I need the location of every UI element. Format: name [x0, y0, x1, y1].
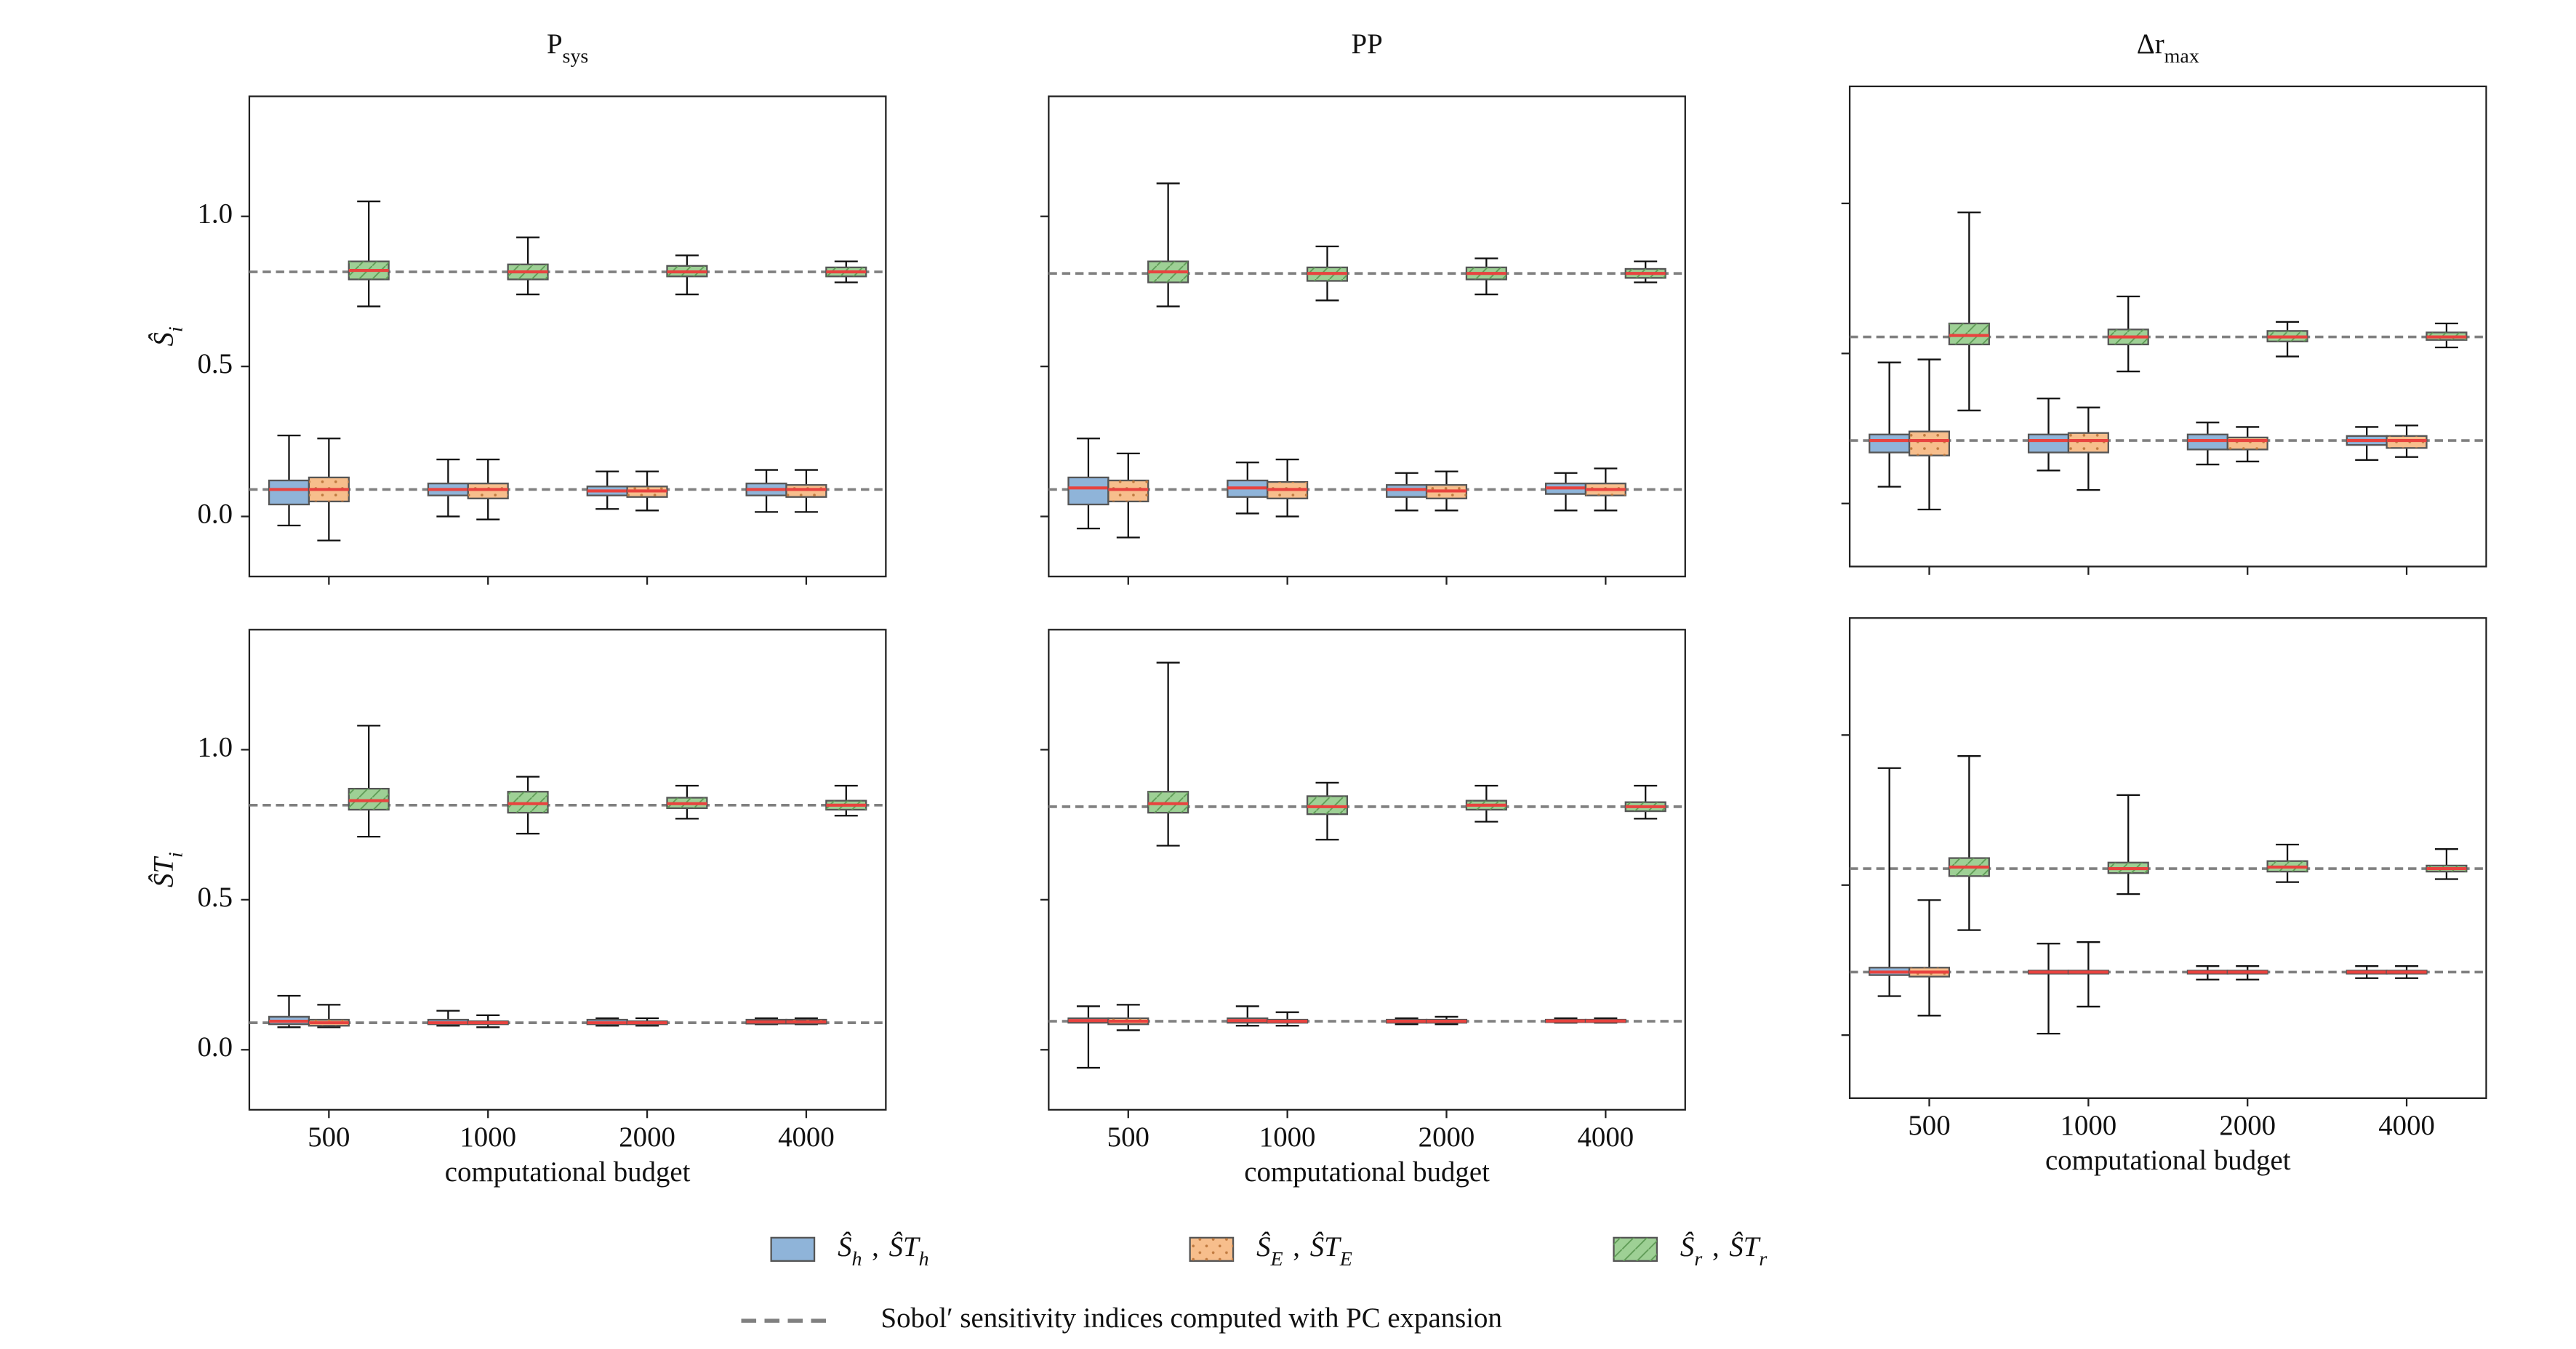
box-hatch [2068, 432, 2108, 453]
box-hatch [1148, 792, 1189, 813]
legend-label-sub: h [919, 1248, 929, 1271]
legend-label: Ŝr, ŜTr [1680, 1231, 1767, 1271]
panel-title: Psys [547, 28, 588, 68]
x-axis-label: computational budget [2045, 1145, 2291, 1176]
box-hatch [468, 483, 508, 499]
box-hatch [1909, 431, 1949, 456]
box [2027, 433, 2070, 454]
x-tick-label: 1000 [1259, 1122, 1316, 1153]
legend-label-sub: E [1269, 1248, 1283, 1271]
plot-frame [1848, 617, 2487, 1099]
y-tick-label: 0.5 [198, 348, 233, 379]
legend-label-sub: E [1339, 1248, 1352, 1271]
plot-frame [248, 629, 887, 1111]
y-axis-label-sub: i [165, 852, 188, 858]
x-tick-label: 4000 [2378, 1110, 2435, 1141]
y-tick-label: 0.0 [198, 1031, 233, 1063]
box-hatch [1307, 796, 1347, 815]
panel-title-sub: max [2164, 45, 2199, 68]
x-tick-label: 500 [1107, 1122, 1149, 1153]
y-tick-label: 0.5 [198, 882, 233, 913]
legend-label-sub: h [851, 1248, 862, 1271]
x-tick-label: 4000 [1578, 1122, 1634, 1153]
box [2186, 433, 2228, 451]
panel-title-part: P [547, 28, 563, 60]
plot-frame [1048, 95, 1686, 578]
y-tick-label: 0.0 [198, 498, 233, 529]
box-hatch [507, 792, 548, 813]
y-axis-label-part: ŜT [148, 856, 180, 887]
panel-title: PP [1351, 28, 1382, 60]
x-tick-label: 500 [1908, 1110, 1950, 1141]
panel-title-part: PP [1351, 28, 1382, 60]
legend-swatch-hatch [1189, 1237, 1234, 1261]
x-tick-label: 2000 [1419, 1122, 1475, 1153]
legend-label-part: ŜT [1729, 1231, 1760, 1263]
box-hatch [2386, 435, 2427, 448]
x-axis-label: computational budget [445, 1156, 691, 1188]
legend-label: ŜE, ŜTE [1256, 1231, 1352, 1271]
plot-frame [248, 95, 887, 578]
legend-label-part: Ŝ [1680, 1231, 1694, 1263]
legend-label-part: ŜT [889, 1231, 920, 1263]
box [1067, 476, 1110, 506]
y-tick-label: 1.0 [198, 731, 233, 762]
box [268, 479, 310, 506]
y-axis-label: ŜTi [148, 852, 188, 887]
plot-frame [1048, 629, 1686, 1111]
legend-label-part: Ŝ [1256, 1231, 1270, 1263]
x-tick-label: 2000 [2219, 1110, 2276, 1141]
box-hatch [1949, 323, 1989, 345]
legend-label-part: ŜT [1310, 1231, 1341, 1263]
plot-frame [1848, 85, 2487, 568]
box [1869, 433, 1911, 454]
y-axis-label: Ŝi [148, 326, 188, 346]
box-hatch [786, 485, 827, 497]
legend-swatch [770, 1236, 816, 1262]
panel-title: Δrmax [2137, 28, 2199, 68]
x-tick-label: 1000 [2061, 1110, 2117, 1141]
legend-label-sub: r [1694, 1248, 1702, 1271]
legend-label: Ŝh, ŜTh [838, 1231, 929, 1271]
legend-label-part: Ŝ [838, 1231, 851, 1263]
legend-reference-label: Sobol′ sensitivity indices computed with… [881, 1302, 1502, 1334]
x-tick-label: 1000 [460, 1122, 516, 1153]
legend-label-part: , [872, 1231, 879, 1263]
panel-title-part: Δr [2137, 28, 2164, 60]
x-tick-label: 500 [308, 1122, 350, 1153]
box [1386, 484, 1428, 498]
panel-title-sub: sys [563, 45, 589, 68]
legend-label-sub: r [1759, 1248, 1767, 1271]
legend-label-part: , [1293, 1231, 1300, 1263]
y-tick-label: 1.0 [198, 198, 233, 230]
y-axis-label-part: Ŝ [148, 332, 180, 346]
box-hatch [348, 789, 389, 810]
legend-swatch-hatch [1613, 1237, 1657, 1261]
x-tick-label: 4000 [778, 1122, 835, 1153]
box-hatch [1108, 480, 1149, 502]
legend-label-part: , [1712, 1231, 1720, 1263]
x-tick-label: 2000 [619, 1122, 675, 1153]
x-axis-label: computational budget [1244, 1156, 1490, 1188]
y-axis-label-sub: i [165, 326, 188, 332]
